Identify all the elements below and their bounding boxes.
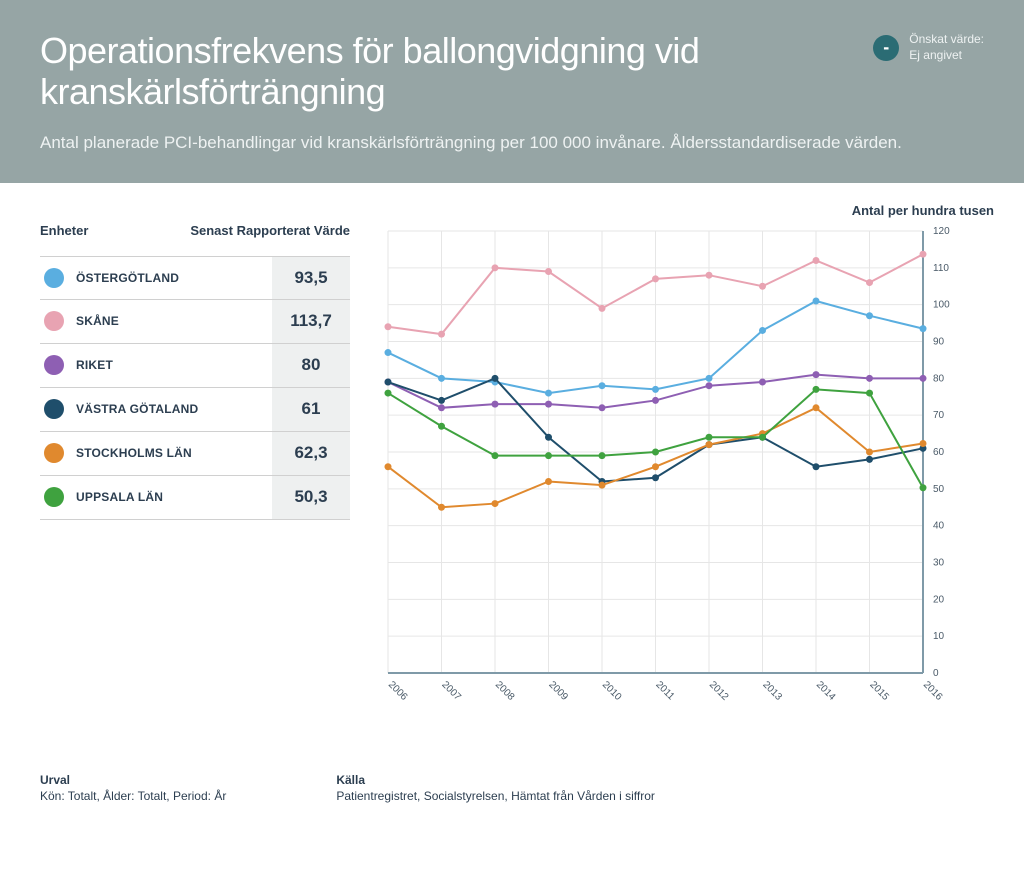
svg-text:80: 80 — [933, 373, 945, 384]
footer-source: Källa Patientregistret, Socialstyrelsen,… — [336, 773, 655, 803]
content-area: Enheter Senast Rapporterat Värde ÖSTERGÖ… — [0, 183, 1024, 733]
series-color-dot-icon — [44, 355, 64, 375]
series-name: UPPSALA LÄN — [76, 490, 272, 504]
footer-src-title: Källa — [336, 773, 655, 787]
svg-text:2009: 2009 — [546, 679, 570, 703]
svg-text:2007: 2007 — [439, 679, 463, 703]
chart-svg: 0 10 20 30 40 50 60 70 80 90 100 110 120 2006 2007 2008… — [378, 223, 958, 733]
svg-text:2011: 2011 — [653, 679, 676, 702]
series-name: RIKET — [76, 358, 272, 372]
series-name: VÄSTRA GÖTALAND — [76, 402, 272, 416]
y-axis-title: Antal per hundra tusen — [852, 203, 994, 218]
series-row[interactable]: RIKET80 — [40, 344, 350, 388]
svg-text:110: 110 — [933, 262, 949, 273]
footer-src-text: Patientregistret, Socialstyrelsen, Hämta… — [336, 789, 655, 803]
series-table: Enheter Senast Rapporterat Värde ÖSTERGÖ… — [40, 223, 350, 733]
target-dot-icon: - — [873, 35, 899, 61]
target-value-box: - Önskat värde: Ej angivet — [873, 32, 984, 63]
footer-selection: Urval Kön: Totalt, Ålder: Totalt, Period… — [40, 773, 226, 803]
svg-text:20: 20 — [933, 594, 945, 605]
series-row[interactable]: UPPSALA LÄN50,3 — [40, 476, 350, 520]
series-color-dot-icon — [44, 443, 64, 463]
target-label: Önskat värde: — [909, 32, 984, 48]
footer-sel-text: Kön: Totalt, Ålder: Totalt, Period: År — [40, 789, 226, 803]
svg-text:2015: 2015 — [867, 679, 891, 703]
svg-text:100: 100 — [933, 299, 950, 310]
svg-text:10: 10 — [933, 631, 945, 642]
svg-text:60: 60 — [933, 447, 945, 458]
series-row[interactable]: VÄSTRA GÖTALAND61 — [40, 388, 350, 432]
series-row[interactable]: SKÅNE113,7 — [40, 300, 350, 344]
svg-text:2012: 2012 — [707, 679, 731, 703]
series-name: ÖSTERGÖTLAND — [76, 271, 272, 285]
series-color-dot-icon — [44, 487, 64, 507]
svg-text:2008: 2008 — [493, 679, 517, 703]
page-subtitle: Antal planerade PCI-behandlingar vid kra… — [40, 131, 984, 155]
col-latest: Senast Rapporterat Värde — [190, 223, 350, 238]
series-latest-value: 80 — [272, 344, 350, 387]
series-color-dot-icon — [44, 268, 64, 288]
header-banner: Operationsfrekvens för ballongvidgning v… — [0, 0, 1024, 183]
series-name: STOCKHOLMS LÄN — [76, 446, 272, 460]
svg-text:2013: 2013 — [760, 679, 784, 703]
svg-text:2014: 2014 — [814, 679, 838, 703]
series-row[interactable]: ÖSTERGÖTLAND93,5 — [40, 256, 350, 300]
footer: Urval Kön: Totalt, Ålder: Totalt, Period… — [0, 733, 1024, 803]
svg-text:90: 90 — [933, 336, 945, 347]
svg-text:2006: 2006 — [386, 679, 410, 703]
target-text: Önskat värde: Ej angivet — [909, 32, 984, 63]
series-latest-value: 93,5 — [272, 257, 350, 299]
series-latest-value: 62,3 — [272, 432, 350, 475]
series-row[interactable]: STOCKHOLMS LÄN62,3 — [40, 432, 350, 476]
svg-text:2016: 2016 — [921, 679, 945, 703]
series-latest-value: 61 — [272, 388, 350, 431]
svg-text:2010: 2010 — [600, 679, 624, 703]
footer-sel-title: Urval — [40, 773, 226, 787]
series-color-dot-icon — [44, 399, 64, 419]
svg-text:0: 0 — [933, 668, 939, 679]
svg-text:30: 30 — [933, 557, 945, 568]
svg-text:40: 40 — [933, 520, 945, 531]
target-value: Ej angivet — [909, 48, 984, 64]
col-units: Enheter — [40, 223, 88, 238]
svg-text:70: 70 — [933, 410, 945, 421]
svg-text:50: 50 — [933, 483, 945, 494]
series-color-dot-icon — [44, 311, 64, 331]
line-chart: Antal per hundra tusen 01020304050607080… — [378, 223, 994, 733]
page-title: Operationsfrekvens för ballongvidgning v… — [40, 30, 984, 113]
series-latest-value: 113,7 — [272, 300, 350, 343]
series-table-header: Enheter Senast Rapporterat Värde — [40, 223, 350, 256]
series-latest-value: 50,3 — [272, 476, 350, 519]
series-name: SKÅNE — [76, 314, 272, 328]
svg-text:120: 120 — [933, 226, 950, 237]
